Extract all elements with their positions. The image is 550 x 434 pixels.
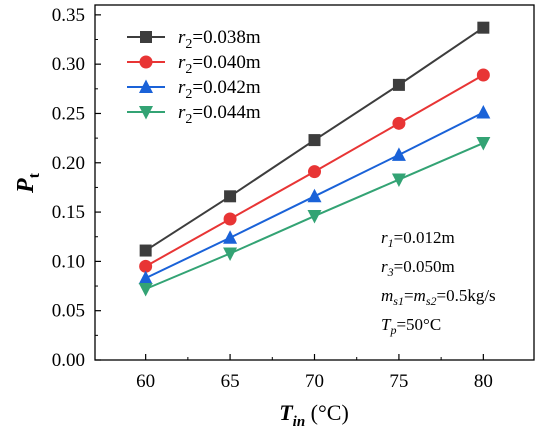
data-point xyxy=(476,137,491,151)
x-axis-label: Tin (°C) xyxy=(279,400,349,430)
x-tick-label: 60 xyxy=(136,371,155,392)
series-3 xyxy=(138,104,491,285)
data-point xyxy=(223,247,238,261)
legend-label: r2=0.040m xyxy=(178,52,261,77)
legend-marker xyxy=(140,31,152,43)
annotation-line-1: r1=0.012m xyxy=(381,228,455,250)
legend-marker xyxy=(139,106,153,120)
data-point xyxy=(391,173,406,188)
legend-label: r2=0.042m xyxy=(178,77,261,102)
annotation-line-4: Tp=50°C xyxy=(381,315,441,337)
legend-marker xyxy=(139,79,153,93)
plot-frame xyxy=(94,4,535,361)
legend-entry-1: r2=0.038m xyxy=(127,27,261,52)
data-point xyxy=(224,190,237,203)
y-tick-label: 0.15 xyxy=(52,202,85,223)
data-point xyxy=(476,104,491,119)
y-tick-label: 0.05 xyxy=(52,301,85,322)
x-tick-label: 80 xyxy=(474,371,493,392)
parameter-annotations: r1=0.012m r3=0.050m ms1=ms2=0.5kg/s Tp=50°C xyxy=(381,228,496,337)
data-point xyxy=(223,230,238,244)
annotation-line-2: r3=0.050m xyxy=(381,257,455,279)
data-point xyxy=(307,210,322,224)
y-tick-label: 0.30 xyxy=(52,54,85,75)
data-point xyxy=(139,259,153,273)
series-4 xyxy=(138,137,491,297)
legend-entry-2: r2=0.040m xyxy=(127,52,261,77)
x-tick-label: 70 xyxy=(305,371,324,392)
series-1 xyxy=(139,21,490,257)
y-tick-label: 0.20 xyxy=(52,153,85,174)
legend-label: r2=0.044m xyxy=(178,102,261,127)
data-point xyxy=(308,134,321,147)
data-point xyxy=(391,147,406,161)
axis-labels: Pt Tin (°C) xyxy=(13,172,349,430)
x-tick-label: 65 xyxy=(221,371,240,392)
series-2 xyxy=(139,68,490,273)
legend-entry-4: r2=0.044m xyxy=(127,102,261,127)
legend-entry-3: r2=0.042m xyxy=(127,77,261,102)
y-axis-label: Pt xyxy=(13,172,43,194)
data-point xyxy=(392,78,405,91)
legend-marker xyxy=(139,55,153,69)
data-point xyxy=(308,165,321,179)
y-tick-label: 0.25 xyxy=(52,103,85,124)
data-point xyxy=(139,244,152,257)
x-tick-label: 75 xyxy=(389,371,408,392)
data-point xyxy=(223,212,237,226)
axes: 60 65 70 75 80 0.00 0.05 0.10 0.15 0.20 0.25 0.30 0.… xyxy=(52,4,535,392)
data-point xyxy=(307,188,322,203)
legend-label: r2=0.038m xyxy=(178,27,261,52)
data-point xyxy=(476,68,490,82)
data-point xyxy=(138,283,153,297)
y-tick-label: 0.00 xyxy=(52,350,85,371)
y-tick-label: 0.35 xyxy=(52,5,85,26)
y-tick-label: 0.10 xyxy=(52,251,85,272)
annotation-line-3: ms1=ms2=0.5kg/s xyxy=(381,286,496,308)
data-point xyxy=(477,21,490,34)
data-point xyxy=(138,270,153,285)
series-layer xyxy=(138,21,491,297)
data-point xyxy=(392,116,406,130)
